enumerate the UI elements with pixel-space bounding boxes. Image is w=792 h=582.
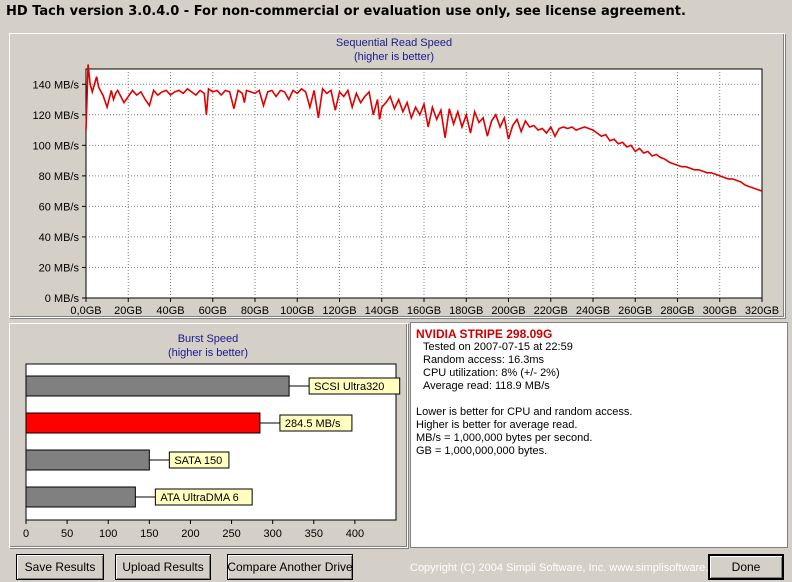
read-y-tick-label: 20 MB/s — [39, 262, 80, 274]
burst-speed-chart: 0 50 100 150 200 250 300 350 400 SCSI Ultra320 284… — [23, 363, 401, 540]
read-y-tick-label: 0 MB/s — [45, 293, 80, 305]
burst-x-tick-label: 250 — [222, 528, 240, 540]
burst-x-tick-label: 0 — [23, 528, 29, 540]
burst-x-tick-label: 350 — [305, 528, 323, 540]
save-results-button[interactable]: Save Results — [16, 554, 104, 580]
compare-another-drive-button[interactable]: Compare Another Drive — [227, 554, 353, 580]
tested-on: Tested on 2007-07-15 at 22:59 — [423, 341, 573, 353]
read-x-tick-label: 200GB — [491, 305, 525, 317]
read-x-tick-label: 160GB — [407, 305, 441, 317]
burst-bar — [25, 375, 290, 397]
read-chart-subtitle: (higher is better) — [353, 51, 435, 63]
burst-chart-title: Burst Speed — [177, 333, 239, 345]
read-y-tick-label: 100 MB/s — [33, 140, 80, 152]
burst-x-tick-label: 200 — [181, 528, 199, 540]
burst-bar — [25, 449, 150, 471]
read-x-tick-label: 300GB — [703, 305, 737, 317]
read-x-tick-label: 120GB — [322, 305, 356, 317]
burst-label-box — [279, 414, 353, 432]
done-button[interactable]: Done — [708, 554, 784, 580]
burst-x-tick-label: 100 — [99, 528, 117, 540]
burst-bar-label: 284.5 MB/s — [285, 418, 341, 430]
burst-x-tick-label: 400 — [346, 528, 364, 540]
window-title: HD Tach version 3.0.4.0 - For non-commer… — [6, 4, 686, 19]
read-x-tick-label: 320GB — [745, 305, 779, 317]
burst-label-box — [168, 451, 230, 469]
note-gb: GB = 1,000,000,000 bytes. — [416, 445, 548, 457]
read-y-tick-label: 80 MB/s — [39, 171, 80, 183]
read-x-tick-label: 220GB — [534, 305, 568, 317]
sequential-read-chart: 0 MB/s 20 MB/s 40 MB/s 60 MB/s 80 MB/s 100 MB… — [33, 64, 779, 317]
burst-bar-label: SCSI Ultra320 — [314, 381, 384, 393]
read-x-tick-label: 80GB — [241, 305, 269, 317]
note-cpu-random: Lower is better for CPU and random acces… — [416, 406, 633, 418]
read-x-tick-label: 60GB — [199, 305, 227, 317]
results-info-panel: NVIDIA STRIPE 298.09G Tested on 2007-07-… — [410, 322, 788, 548]
read-y-tick-label: 60 MB/s — [39, 201, 80, 213]
burst-bar — [25, 412, 261, 434]
read-x-tick-label: 20GB — [114, 305, 142, 317]
burst-label-box — [308, 377, 401, 395]
title-bar: HD Tach version 3.0.4.0 - For non-commer… — [0, 0, 792, 26]
read-y-tick-label: 40 MB/s — [39, 232, 80, 244]
read-x-tick-label: 180GB — [449, 305, 483, 317]
burst-bar-label: SATA 150 — [174, 455, 222, 467]
average-read: Average read: 118.9 MB/s — [423, 380, 550, 392]
read-chart-title: Sequential Read Speed — [335, 37, 453, 49]
read-x-tick-label: 260GB — [618, 305, 652, 317]
read-x-tick-label: 40GB — [156, 305, 184, 317]
burst-x-tick-label: 50 — [61, 528, 73, 540]
read-x-tick-label: 0,0GB — [70, 305, 101, 317]
note-mbs: MB/s = 1,000,000 bytes per second. — [416, 432, 593, 444]
read-speed-line — [85, 64, 763, 192]
read-x-tick-label: 100GB — [280, 305, 314, 317]
burst-bar-label: ATA UltraDMA 6 — [160, 492, 238, 504]
read-y-tick-label: 140 MB/s — [33, 79, 80, 91]
burst-bar — [25, 486, 136, 508]
burst-x-tick-label: 150 — [140, 528, 158, 540]
burst-chart-subtitle: (higher is better) — [167, 347, 249, 359]
burst-x-tick-label: 300 — [263, 528, 281, 540]
random-access: Random access: 16.3ms — [423, 354, 545, 366]
burst-label-box — [154, 488, 253, 506]
cpu-utilization: CPU utilization: 8% (+/- 2%) — [423, 367, 560, 379]
read-y-tick-label: 120 MB/s — [33, 110, 80, 122]
upload-results-button[interactable]: Upload Results — [115, 554, 211, 580]
drive-name: NVIDIA STRIPE 298.09G — [416, 327, 553, 341]
note-average-read: Higher is better for average read. — [416, 419, 578, 431]
read-x-tick-label: 280GB — [660, 305, 694, 317]
copyright-text: Copyright (C) 2004 Simpli Software, Inc.… — [410, 562, 730, 574]
read-x-tick-label: 240GB — [576, 305, 610, 317]
read-x-tick-label: 140GB — [365, 305, 399, 317]
